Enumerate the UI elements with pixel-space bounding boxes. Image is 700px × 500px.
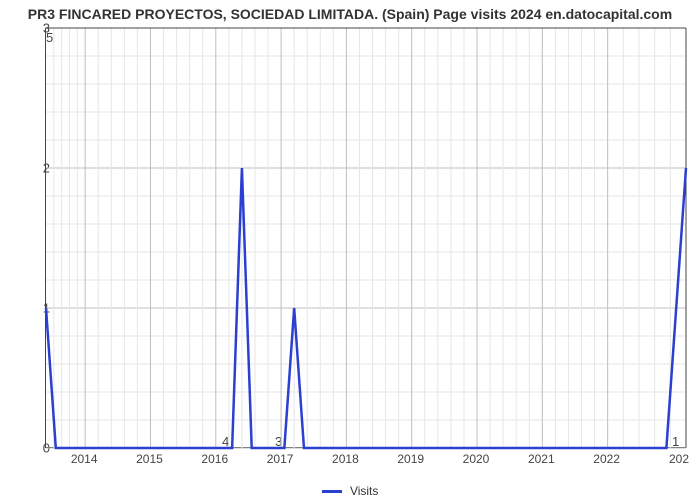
x-tick-2018: 2018 — [332, 452, 359, 466]
x-tick-2020: 2020 — [463, 452, 490, 466]
x-tick-right-edge: 202 — [669, 452, 689, 466]
x-tick-2016: 2016 — [201, 452, 228, 466]
chart-container: PR3 FINCARED PROYECTOS, SOCIEDAD LIMITAD… — [0, 0, 700, 500]
x-tick-2015: 2015 — [136, 452, 163, 466]
x-tick-2021: 2021 — [528, 452, 555, 466]
y-tick-0: 0 — [10, 441, 50, 456]
y-tick-2: 2 — [10, 161, 50, 176]
plot-area — [45, 28, 685, 448]
legend: Visits — [0, 484, 700, 498]
legend-swatch — [322, 490, 342, 493]
y-tick-1: 1 — [10, 301, 50, 316]
x-tick-2022: 2022 — [593, 452, 620, 466]
x-tick-2019: 2019 — [397, 452, 424, 466]
chart-title: PR3 FINCARED PROYECTOS, SOCIEDAD LIMITAD… — [0, 6, 700, 22]
x-tick-2017: 2017 — [267, 452, 294, 466]
y-tick-3: 3 — [10, 21, 50, 36]
line-plot-svg — [46, 28, 685, 447]
x-tick-2014: 2014 — [71, 452, 98, 466]
legend-label: Visits — [350, 484, 378, 498]
